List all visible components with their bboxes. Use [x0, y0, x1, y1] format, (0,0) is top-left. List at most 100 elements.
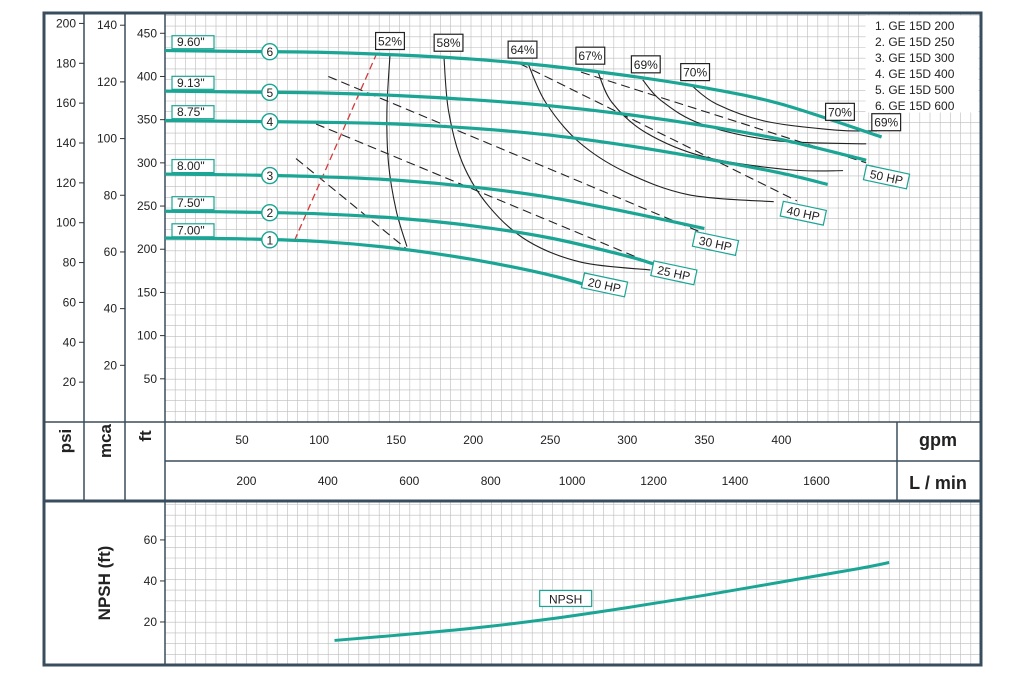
tick-label: 150	[137, 285, 157, 299]
diameter-box	[171, 223, 215, 238]
tick-label: 300	[137, 156, 157, 170]
diameter-label-6: 9.60"	[177, 35, 205, 49]
tick-label: 250	[137, 199, 157, 213]
legend-item-2: 2. GE 15D 250	[875, 35, 955, 49]
tick-label: 60	[104, 245, 118, 259]
tick-label: 800	[481, 474, 501, 488]
efficiency-curve	[597, 71, 844, 172]
tick-label: 200	[236, 474, 256, 488]
diameter-label-5: 9.13"	[177, 76, 205, 90]
tick-label: 120	[97, 75, 117, 89]
legend-item-4: 4. GE 15D 400	[875, 67, 955, 81]
efficiency-label: 58%	[437, 36, 461, 50]
npsh-curve: NPSH	[334, 561, 890, 642]
curve-number-4: 4	[266, 115, 273, 129]
tick-label: 40	[63, 335, 77, 349]
efficiency-box	[575, 46, 606, 65]
head-curve-5	[164, 89, 867, 162]
head-curve-1	[164, 236, 613, 294]
npsh-axis-title: NPSH (ft)	[95, 546, 114, 621]
tick-label: 120	[56, 176, 76, 190]
mca-axis-title: mca	[96, 423, 115, 458]
hp-lines	[295, 63, 867, 268]
hp-line	[580, 71, 867, 164]
hp-label: 25 HP	[650, 260, 698, 286]
curve-marker-3	[261, 166, 279, 185]
legend-item-3: 3. GE 15D 300	[875, 51, 955, 65]
hp-label-text: 40 HP	[785, 203, 821, 224]
lmin-axis-title: L / min	[909, 473, 967, 493]
efficiency-box	[507, 40, 538, 59]
efficiency-curve	[386, 54, 408, 247]
diameter-box	[171, 75, 215, 90]
diameter-label-1: 7.00"	[177, 223, 205, 237]
tick-label: 400	[318, 474, 338, 488]
efficiency-labels: 52% 58% 64% 67% 69% 70% 70% 69%	[374, 31, 902, 132]
hp-labels: 20 HP 25 HP 30 HP 40 HP 50 HP	[580, 164, 911, 298]
hp-line	[295, 158, 408, 250]
efficiency-box	[871, 113, 902, 132]
tick-label: 100	[56, 216, 76, 230]
npsh-limit-line	[293, 54, 377, 241]
efficiency-box	[630, 55, 661, 74]
legend: 1. GE 15D 200 2. GE 15D 250 3. GE 15D 30…	[865, 15, 979, 113]
diameter-box	[171, 35, 215, 50]
grid-bottom	[164, 501, 981, 666]
tick-label: 140	[56, 136, 76, 150]
tick-label: 60	[63, 295, 77, 309]
hp-line	[328, 75, 705, 235]
tick-label: 80	[104, 188, 118, 202]
tick-label: 1000	[559, 474, 586, 488]
head-curve-4	[164, 118, 829, 187]
hp-label: 40 HP	[779, 200, 828, 226]
curve-marker-4	[261, 112, 279, 131]
tick-label: 20	[104, 358, 118, 372]
npsh-label-box	[539, 589, 593, 608]
head-curves: 7.00" 1 7.50" 2 8.00" 3 8.75" 4 9.13" 5 9.60" 6	[164, 35, 883, 294]
tick-label: 100	[97, 132, 117, 146]
hp-line	[315, 123, 662, 268]
diameter-label-3: 8.00"	[177, 159, 205, 173]
efficiency-label: 69%	[874, 116, 898, 130]
tick-label: 600	[399, 474, 419, 488]
tick-label: 20	[144, 615, 158, 629]
tick-label: 160	[56, 96, 76, 110]
efficiency-label: 70%	[683, 66, 707, 80]
diameter-box	[171, 196, 215, 211]
npsh-line	[334, 561, 890, 642]
tick-label: 1200	[640, 474, 667, 488]
grid-top	[164, 13, 981, 423]
efficiency-box	[680, 63, 711, 82]
tick-label: 40	[104, 302, 118, 316]
tick-label: 100	[137, 329, 157, 343]
tick-label: 180	[56, 56, 76, 70]
curve-marker-2	[261, 204, 279, 222]
efficiency-box	[374, 31, 405, 51]
diameter-box	[171, 105, 215, 120]
efficiency-box	[824, 102, 855, 121]
gpm-axis-title: gpm	[919, 430, 957, 450]
legend-item-5: 5. GE 15D 500	[875, 83, 955, 97]
tick-label: 200	[137, 242, 157, 256]
tick-label: 200	[56, 16, 76, 30]
axis-lmin: 200 400 600 800 1000 1200 1400 1600	[236, 474, 830, 488]
efficiency-curve	[691, 85, 877, 132]
axis-gpm: 50 100 150 200 250 300 350 400	[235, 433, 791, 447]
diameter-label-4: 8.75"	[177, 105, 205, 119]
axis-mca: 20 40 60 80 100 120 140	[97, 18, 125, 372]
tick-label: 200	[463, 433, 483, 447]
head-curve-3	[164, 172, 705, 231]
legend-item-1: 1. GE 15D 200	[875, 19, 955, 33]
hp-label-text: 25 HP	[656, 263, 692, 284]
hp-label: 30 HP	[691, 230, 740, 257]
tick-label: 1600	[803, 474, 830, 488]
curve-number-3: 3	[266, 169, 273, 183]
psi-axis-title: psi	[56, 429, 75, 454]
efficiency-curve	[443, 56, 651, 271]
tick-label: 20	[63, 375, 77, 389]
npsh-label: NPSH	[549, 592, 582, 606]
curve-marker-6	[261, 43, 279, 61]
hp-label: 50 HP	[862, 164, 911, 190]
head-curve-6	[164, 48, 883, 139]
